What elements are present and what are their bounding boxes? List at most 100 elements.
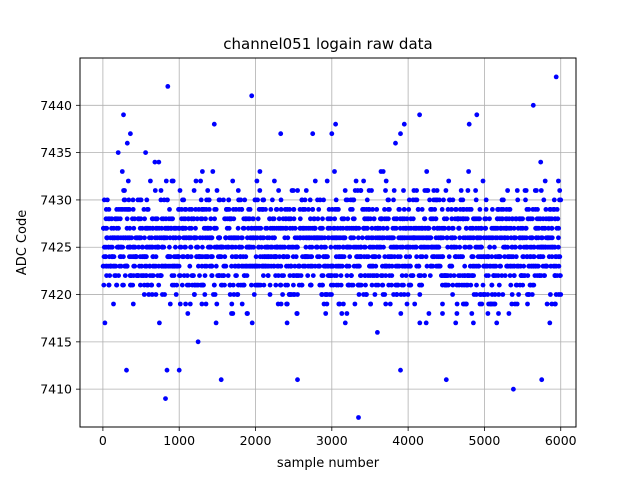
- data-point: [351, 235, 357, 241]
- data-point: [470, 254, 476, 260]
- data-point: [478, 235, 484, 241]
- data-point: [404, 216, 410, 222]
- data-point: [485, 292, 491, 297]
- data-point: [141, 292, 147, 297]
- data-point: [339, 263, 345, 269]
- data-point: [452, 235, 458, 241]
- data-point: [387, 207, 392, 212]
- data-point: [398, 131, 403, 137]
- data-point: [505, 235, 510, 241]
- data-point: [209, 254, 215, 260]
- data-point: [288, 263, 294, 269]
- data-point: [230, 178, 236, 184]
- data-point: [348, 273, 354, 278]
- data-point: [303, 244, 309, 250]
- data-point: [541, 197, 547, 203]
- x-tick-label: 0: [99, 433, 107, 448]
- data-point: [389, 282, 394, 288]
- data-point: [460, 197, 466, 203]
- data-point: [225, 273, 231, 278]
- data-point: [158, 197, 164, 203]
- data-point: [392, 254, 397, 260]
- data-point: [497, 263, 503, 269]
- data-point: [363, 282, 368, 288]
- data-point: [445, 244, 451, 250]
- data-point: [391, 235, 396, 241]
- data-point: [419, 254, 425, 260]
- data-point: [489, 282, 495, 288]
- data-point: [234, 292, 240, 297]
- data-point: [391, 197, 396, 203]
- data-point: [203, 216, 208, 222]
- data-point: [243, 254, 249, 260]
- data-point: [211, 121, 217, 127]
- x-tick-label: 4000: [392, 433, 424, 448]
- data-point: [197, 273, 202, 278]
- data-point: [278, 131, 284, 137]
- data-point: [202, 273, 208, 278]
- data-point: [231, 292, 237, 297]
- data-point: [531, 244, 537, 250]
- data-point: [200, 244, 205, 250]
- data-point: [406, 197, 412, 203]
- data-point: [477, 207, 483, 212]
- data-point: [203, 301, 209, 307]
- data-point: [541, 225, 547, 231]
- data-point: [239, 301, 245, 307]
- data-point: [164, 367, 170, 373]
- data-point: [141, 207, 147, 212]
- data-point: [184, 254, 190, 260]
- data-point: [271, 216, 277, 222]
- data-point: [362, 244, 368, 250]
- data-point: [450, 225, 455, 231]
- data-point: [539, 235, 545, 241]
- data-point: [407, 282, 413, 288]
- data-point: [163, 396, 168, 401]
- data-point: [282, 244, 288, 250]
- data-point: [413, 244, 419, 250]
- data-point: [341, 301, 346, 307]
- data-point: [226, 225, 232, 231]
- data-point: [185, 273, 190, 278]
- data-point: [383, 178, 389, 184]
- data-point: [460, 254, 465, 260]
- data-point: [249, 282, 254, 288]
- data-point: [321, 197, 326, 203]
- data-point: [473, 188, 478, 193]
- data-point: [124, 216, 130, 222]
- data-point: [227, 292, 233, 297]
- data-point: [397, 254, 403, 260]
- data-point: [124, 367, 129, 373]
- data-point: [500, 216, 505, 222]
- data-point: [380, 169, 386, 174]
- data-point: [521, 263, 527, 269]
- data-point: [502, 254, 507, 260]
- data-point: [453, 207, 459, 212]
- data-point: [222, 254, 228, 260]
- data-point: [433, 216, 438, 222]
- data-point: [524, 235, 529, 241]
- data-point: [212, 292, 218, 297]
- data-point: [320, 273, 326, 278]
- data-point: [483, 216, 489, 222]
- data-point: [125, 178, 131, 184]
- data-point: [407, 254, 413, 260]
- data-point: [176, 263, 182, 269]
- data-point: [167, 207, 172, 212]
- data-point: [414, 188, 419, 193]
- data-point: [156, 244, 161, 250]
- data-point: [106, 282, 112, 288]
- data-point: [530, 102, 536, 108]
- data-point: [315, 216, 321, 222]
- data-point: [336, 207, 341, 212]
- data-point: [449, 207, 454, 212]
- chart-title: channel051 logain raw data: [223, 35, 432, 53]
- data-point: [227, 282, 233, 288]
- data-point: [419, 207, 425, 212]
- data-point: [423, 254, 429, 260]
- data-point: [551, 207, 556, 212]
- data-point: [319, 292, 325, 297]
- data-point: [323, 311, 329, 316]
- data-point: [199, 301, 205, 307]
- data-point: [486, 254, 491, 260]
